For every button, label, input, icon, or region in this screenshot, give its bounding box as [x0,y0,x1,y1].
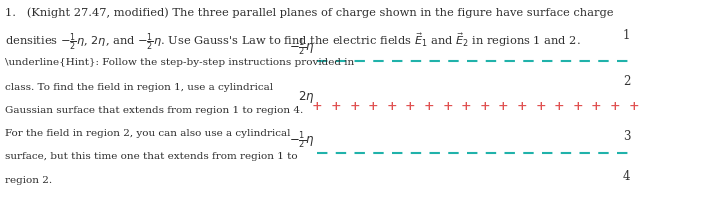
Text: 3: 3 [623,130,630,143]
Text: $-\frac{1}{2}\eta$: $-\frac{1}{2}\eta$ [289,130,314,151]
Text: \underline{Hint}: Follow the step-by-step instructions provided in: \underline{Hint}: Follow the step-by-ste… [4,58,354,67]
Text: 1: 1 [623,29,630,42]
Text: +: + [554,101,564,113]
Text: 1.   (Knight 27.47, modified) The three parallel planes of charge shown in the f: 1. (Knight 27.47, modified) The three pa… [4,8,613,18]
Text: 4: 4 [623,170,630,183]
Text: +: + [461,101,472,113]
Text: surface, but this time one that extends from region 1 to: surface, but this time one that extends … [4,152,297,161]
Text: +: + [368,101,378,113]
Text: +: + [591,101,602,113]
Text: Gaussian surface that extends from region 1 to region 4.: Gaussian surface that extends from regio… [4,106,303,115]
Text: +: + [350,101,360,113]
Text: +: + [442,101,453,113]
Text: +: + [405,101,416,113]
Text: +: + [423,101,435,113]
Text: +: + [517,101,527,113]
Text: region 2.: region 2. [4,176,52,185]
Text: +: + [609,101,620,113]
Text: +: + [312,101,323,113]
Text: +: + [479,101,490,113]
Text: +: + [498,101,509,113]
Text: +: + [387,101,397,113]
Text: densities $-\frac{1}{2}\eta$, $2\eta$, and $-\frac{1}{2}\eta$. Use Gauss's Law t: densities $-\frac{1}{2}\eta$, $2\eta$, a… [4,32,581,52]
Text: +: + [628,101,639,113]
Text: +: + [331,101,341,113]
Text: +: + [535,101,545,113]
Text: +: + [572,101,583,113]
Text: 2: 2 [623,75,630,88]
Text: class. To find the field in region 1, use a cylindrical: class. To find the field in region 1, us… [4,83,272,92]
Text: For the field in region 2, you can also use a cylindrical: For the field in region 2, you can also … [4,129,290,138]
Text: $2\eta$: $2\eta$ [298,89,314,105]
Text: $-\frac{1}{2}\eta$: $-\frac{1}{2}\eta$ [289,37,314,58]
